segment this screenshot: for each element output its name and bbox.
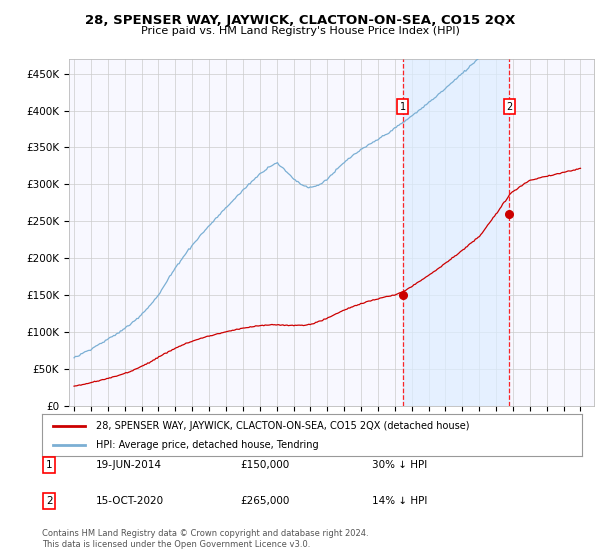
Text: Price paid vs. HM Land Registry's House Price Index (HPI): Price paid vs. HM Land Registry's House … xyxy=(140,26,460,36)
Text: 2: 2 xyxy=(506,102,512,112)
Text: 1: 1 xyxy=(400,102,406,112)
Text: 28, SPENSER WAY, JAYWICK, CLACTON-ON-SEA, CO15 2QX: 28, SPENSER WAY, JAYWICK, CLACTON-ON-SEA… xyxy=(85,14,515,27)
Text: 28, SPENSER WAY, JAYWICK, CLACTON-ON-SEA, CO15 2QX (detached house): 28, SPENSER WAY, JAYWICK, CLACTON-ON-SEA… xyxy=(96,421,470,431)
Text: 15-OCT-2020: 15-OCT-2020 xyxy=(96,496,164,506)
Text: Contains HM Land Registry data © Crown copyright and database right 2024.
This d: Contains HM Land Registry data © Crown c… xyxy=(42,529,368,549)
Text: 2: 2 xyxy=(46,496,53,506)
Text: HPI: Average price, detached house, Tendring: HPI: Average price, detached house, Tend… xyxy=(96,440,319,450)
Text: 30% ↓ HPI: 30% ↓ HPI xyxy=(372,460,427,470)
Text: £265,000: £265,000 xyxy=(240,496,289,506)
Text: 14% ↓ HPI: 14% ↓ HPI xyxy=(372,496,427,506)
Bar xyxy=(403,59,509,406)
Text: 1: 1 xyxy=(46,460,53,470)
Text: 19-JUN-2014: 19-JUN-2014 xyxy=(96,460,162,470)
Text: £150,000: £150,000 xyxy=(240,460,289,470)
